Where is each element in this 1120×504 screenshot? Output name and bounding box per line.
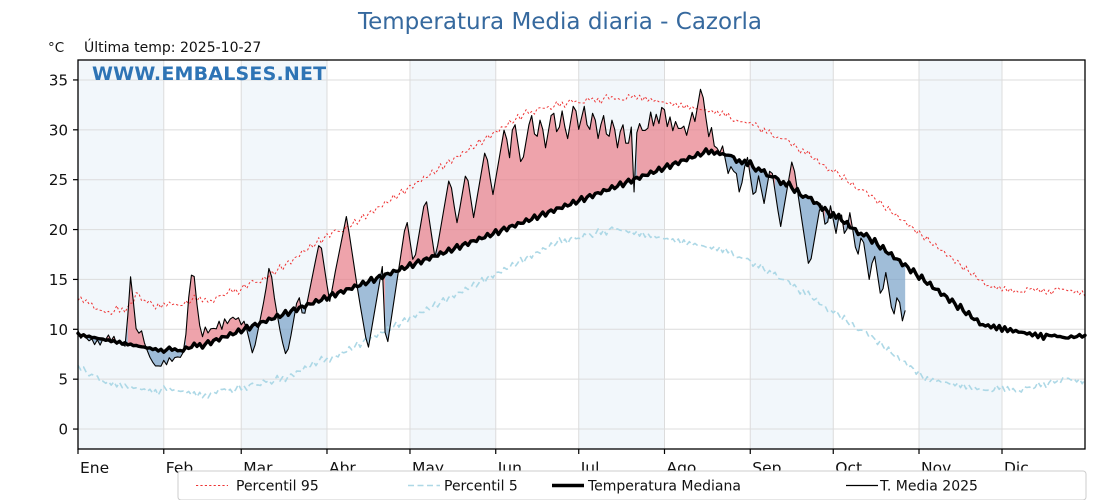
watermark-label: WWW.EMBALSES.NET bbox=[92, 63, 326, 85]
ytick-label-10: 10 bbox=[49, 321, 68, 339]
month-band bbox=[750, 60, 834, 449]
fill-above-median bbox=[636, 89, 726, 180]
month-band bbox=[919, 60, 1003, 449]
ytick-label-25: 25 bbox=[49, 171, 68, 189]
fill-below-median bbox=[385, 267, 399, 342]
last-reading-label: Última temp: 2025-10-27 bbox=[84, 38, 261, 56]
legend-label-2: Percentil 5 bbox=[444, 479, 518, 495]
ytick-label-35: 35 bbox=[49, 71, 68, 89]
fill-above-median bbox=[437, 106, 635, 257]
series-t-media-2025 bbox=[77, 88, 906, 367]
fill-below-median bbox=[797, 188, 823, 264]
series-percentil-95 bbox=[77, 94, 1086, 315]
fill-below-median bbox=[302, 300, 308, 314]
ytick-label-30: 30 bbox=[49, 121, 68, 139]
plot-frame bbox=[77, 59, 1086, 450]
ytick-label-15: 15 bbox=[49, 271, 68, 289]
legend-label-1: Percentil 95 bbox=[236, 479, 319, 495]
legend-label-4: T. Media 2025 bbox=[879, 479, 978, 495]
fill-above-median bbox=[127, 276, 148, 351]
fill-below-median bbox=[357, 266, 383, 348]
fill-above-median bbox=[307, 245, 330, 305]
fill-above-median bbox=[185, 275, 247, 349]
fill-above-median bbox=[260, 268, 278, 323]
fill-above-median bbox=[398, 201, 435, 271]
month-band bbox=[241, 60, 327, 449]
xtick-label-Ene: Ene bbox=[80, 459, 109, 477]
legend-label-3: Temperatura Mediana bbox=[587, 479, 741, 495]
fill-above-median bbox=[332, 216, 358, 297]
ytick-label-0: 0 bbox=[58, 421, 68, 439]
series-percentil-5 bbox=[77, 226, 1086, 399]
page-title: Temperatura Media diaria - Cazorla bbox=[357, 9, 762, 35]
ytick-label-20: 20 bbox=[49, 221, 68, 239]
ytick-label-5: 5 bbox=[58, 371, 68, 389]
fill-below-median bbox=[852, 228, 906, 321]
y-axis-unit-label: °C bbox=[48, 40, 64, 56]
